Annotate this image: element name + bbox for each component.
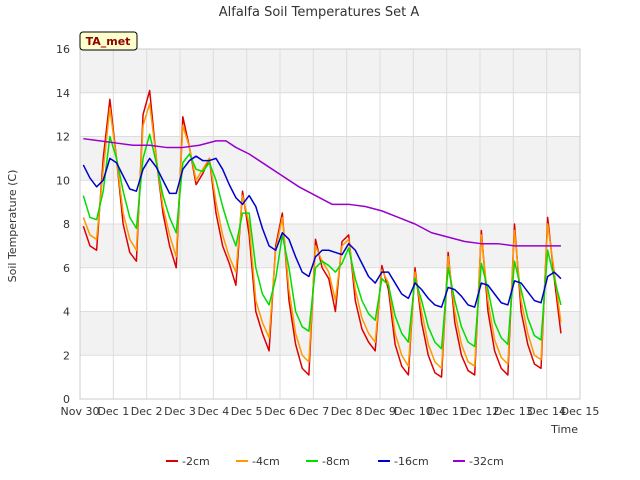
legend-item: -2cm — [166, 455, 210, 468]
x-tick-label: Dec 4 — [197, 405, 229, 418]
y-tick-label: 2 — [63, 349, 70, 362]
y-tick-label: 6 — [63, 262, 70, 275]
legend-label: -2cm — [182, 455, 210, 468]
x-tick-label: Dec 8 — [331, 405, 363, 418]
band — [80, 49, 580, 93]
y-tick-label: 4 — [63, 306, 70, 319]
legend: -2cm -4cm -8cm -16cm -32cm — [166, 455, 504, 468]
x-tick-label: Dec 14 — [527, 405, 566, 418]
x-tick-label: Dec 7 — [297, 405, 329, 418]
band — [80, 355, 580, 399]
y-axis-label: Soil Temperature (C) — [6, 170, 19, 283]
ta-met-badge: TA_met — [79, 31, 138, 51]
band — [80, 92, 580, 137]
x-tick-label: Dec 5 — [231, 405, 263, 418]
x-tick-label: Dec 9 — [364, 405, 396, 418]
band — [80, 180, 580, 224]
legend-item: -16cm — [378, 455, 429, 468]
band — [80, 136, 580, 181]
x-tick-label: Dec 2 — [131, 405, 163, 418]
x-tick-label: Nov 30 — [61, 405, 100, 418]
y-tick-label: 8 — [63, 218, 70, 231]
legend-label: -8cm — [322, 455, 350, 468]
chart-title: Alfalfa Soil Temperatures Set A — [219, 5, 420, 20]
x-tick-label: Dec 15 — [561, 405, 600, 418]
background-bands — [80, 49, 580, 399]
legend-label: -32cm — [469, 455, 504, 468]
x-tick-label: Dec 6 — [264, 405, 296, 418]
legend-item: -8cm — [306, 455, 350, 468]
x-axis-label: Time — [550, 423, 578, 436]
series-line-16cmcm — [82, 155, 562, 308]
y-tick-label: 12 — [56, 131, 70, 144]
series-lines — [82, 89, 562, 378]
x-tick-label: Dec 12 — [461, 405, 500, 418]
y-axis-ticks: 0 2 4 6 8 10 12 14 16 — [56, 43, 70, 406]
badge-label: TA_met — [86, 35, 131, 48]
series-line-8cmcm — [82, 133, 562, 350]
legend-label: -16cm — [394, 455, 429, 468]
x-tick-label: Dec 13 — [494, 405, 533, 418]
x-tick-label: Dec 3 — [164, 405, 196, 418]
x-tick-label: Dec 1 — [97, 405, 129, 418]
plot-frame — [79, 48, 581, 400]
band — [80, 224, 580, 268]
y-tick-label: 0 — [63, 393, 70, 406]
y-tick-label: 10 — [56, 174, 70, 187]
x-tick-label: Dec 11 — [427, 405, 466, 418]
x-tick-label: Dec 10 — [394, 405, 433, 418]
y-tick-label: 14 — [56, 87, 70, 100]
band — [80, 311, 580, 356]
legend-item: -4cm — [236, 455, 280, 468]
y-tick-label: 16 — [56, 43, 70, 56]
series-line-2cmcm — [82, 89, 562, 378]
legend-item: -32cm — [453, 455, 504, 468]
badge-box — [79, 31, 138, 51]
series-line-32cmcm — [83, 137, 561, 247]
legend-label: -4cm — [252, 455, 280, 468]
